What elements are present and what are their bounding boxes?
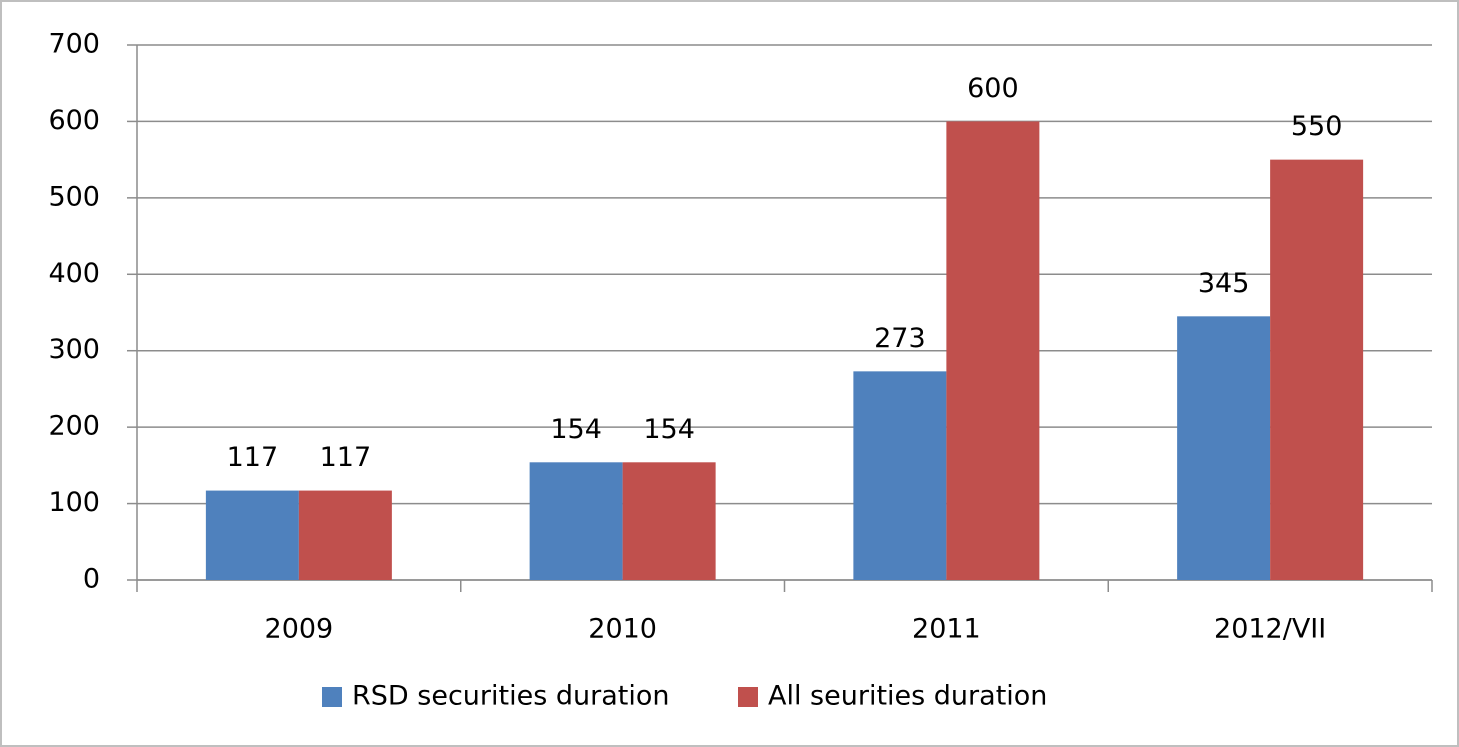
bar (529, 462, 623, 580)
legend-label: All seurities duration (768, 681, 1047, 712)
data-label: 273 (874, 323, 926, 354)
legend-label: RSD securities duration (352, 681, 669, 712)
y-tick-label: 400 (48, 258, 100, 289)
data-label: 154 (550, 414, 602, 445)
legend-swatch (738, 687, 758, 707)
bar (1177, 316, 1271, 580)
y-tick-label: 500 (48, 181, 100, 212)
bar (298, 490, 392, 580)
bar (622, 462, 716, 580)
bar (205, 490, 299, 580)
data-label: 345 (1198, 268, 1250, 299)
bar (1270, 159, 1364, 580)
data-label: 600 (967, 73, 1019, 104)
data-label: 154 (643, 414, 695, 445)
x-tick-label: 2012/VII (1214, 614, 1326, 645)
y-tick-label: 700 (48, 29, 100, 60)
data-label: 117 (320, 442, 372, 473)
x-tick-label: 2010 (588, 614, 657, 645)
data-label: 550 (1291, 111, 1343, 142)
y-tick-label: 300 (48, 334, 100, 365)
bar (853, 371, 947, 580)
bar (946, 121, 1040, 580)
data-label: 117 (227, 442, 279, 473)
y-tick-label: 200 (48, 411, 100, 442)
y-tick-label: 0 (83, 564, 100, 595)
legend-swatch (322, 687, 342, 707)
y-tick-label: 600 (48, 105, 100, 136)
y-tick-label: 100 (48, 487, 100, 518)
x-tick-label: 2009 (265, 614, 334, 645)
x-tick-label: 2011 (912, 614, 981, 645)
